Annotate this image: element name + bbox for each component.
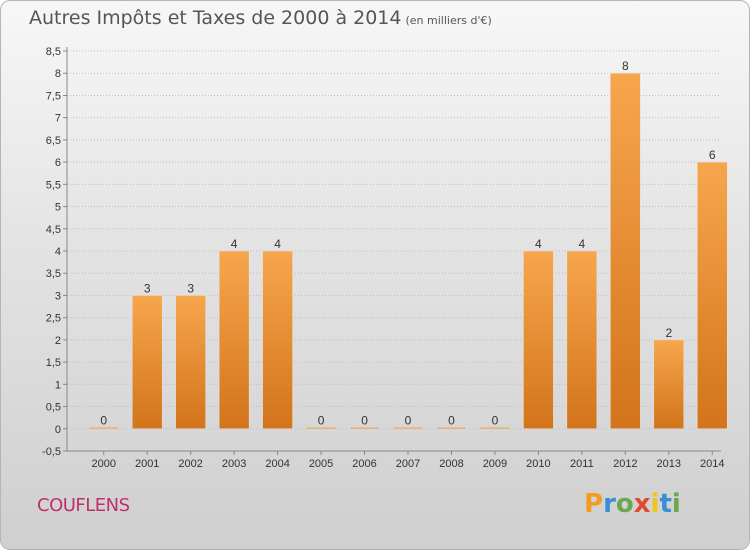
data-label: 4 <box>579 237 586 251</box>
logo-letter: o <box>615 489 634 519</box>
bar <box>305 427 337 430</box>
x-tick-label: 2010 <box>526 458 550 470</box>
x-tick-label: 2006 <box>352 458 376 470</box>
x-tick-label: 2003 <box>222 458 246 470</box>
data-label: 4 <box>274 237 281 251</box>
y-tick-label: 0 <box>55 424 61 436</box>
x-tick-label: 2004 <box>265 458 289 470</box>
title-text: Autres Impôts et Taxes de 2000 à 2014 <box>29 7 402 29</box>
x-tick-label: 2014 <box>700 458 724 470</box>
bar <box>392 427 424 430</box>
x-tick-label: 2002 <box>178 458 202 470</box>
data-label: 8 <box>622 59 629 73</box>
x-tick-label: 2008 <box>439 458 463 470</box>
data-label: 2 <box>665 326 672 340</box>
y-tick-label: 1,5 <box>46 357 61 369</box>
logo-letter: x <box>633 489 651 519</box>
x-tick-label: 2000 <box>91 458 115 470</box>
y-tick-label: 6,5 <box>46 135 61 147</box>
y-tick-label: -0,5 <box>42 446 61 458</box>
x-tick-label: 2007 <box>396 458 420 470</box>
axes: -0,5 0 0,5 1 1,5 2 2,5 3 3,5 4 4,5 5 5,5 6 6,5 7 7,5 8 8,5… <box>42 46 724 470</box>
logo-letter: i <box>650 489 660 519</box>
bar <box>523 250 554 430</box>
x-tick-label: 2011 <box>570 458 594 470</box>
logo-letter: r <box>603 489 616 519</box>
bars <box>88 72 728 430</box>
data-label: 0 <box>318 413 325 427</box>
commune-name: COUFLENS <box>37 495 130 516</box>
bar <box>653 339 685 430</box>
data-label: 4 <box>231 237 238 251</box>
y-tick-label: 3,5 <box>46 268 61 280</box>
y-tick-label: 3 <box>55 290 61 302</box>
data-label: 4 <box>535 237 542 251</box>
y-tick-label: 2,5 <box>46 313 61 325</box>
y-tick-label: 4,5 <box>46 224 61 236</box>
data-label: 0 <box>448 413 455 427</box>
proxiti-logo: Proxiti <box>584 489 681 519</box>
x-tick-label: 2009 <box>483 458 507 470</box>
data-label: 0 <box>492 413 499 427</box>
bar <box>436 427 467 430</box>
x-tick-label: 2001 <box>135 458 159 470</box>
data-label: 3 <box>144 281 151 295</box>
data-labels: 0 3 3 4 4 0 0 0 0 0 4 4 8 2 6 <box>100 59 716 427</box>
bar <box>88 427 119 430</box>
data-label: 3 <box>187 281 194 295</box>
title-unit: (en milliers d'€) <box>405 14 492 27</box>
bar <box>566 250 598 430</box>
bar <box>262 250 293 430</box>
y-tick-label: 7 <box>55 113 61 125</box>
data-label: 0 <box>361 413 368 427</box>
y-tick-label: 0,5 <box>46 402 61 414</box>
bar <box>479 427 511 430</box>
x-tick-label: 2012 <box>613 458 637 470</box>
y-tick-label: 2 <box>55 335 61 347</box>
bar <box>218 250 250 430</box>
bar <box>610 72 641 430</box>
data-label: 0 <box>405 413 412 427</box>
chart-title: Autres Impôts et Taxes de 2000 à 2014 (en… <box>29 7 492 29</box>
bar <box>131 295 163 430</box>
y-tick-label: 7,5 <box>46 90 61 102</box>
logo-letter: P <box>584 489 604 519</box>
y-tick-label: 5 <box>55 202 61 214</box>
x-tick-label: 2005 <box>309 458 333 470</box>
bar <box>697 161 728 430</box>
y-tick-label: 1 <box>55 379 61 391</box>
y-tick-label: 8 <box>55 68 61 80</box>
y-tick-label: 5,5 <box>46 179 61 191</box>
y-tick-label: 8,5 <box>46 46 61 58</box>
x-tick-label: 2013 <box>657 458 681 470</box>
y-tick-label: 4 <box>55 246 61 258</box>
logo-letter: t <box>659 489 672 519</box>
data-label: 6 <box>709 148 716 162</box>
bar <box>349 427 380 430</box>
data-label: 0 <box>100 413 107 427</box>
y-tick-label: 6 <box>55 157 61 169</box>
logo-letter: i <box>671 489 681 519</box>
bar <box>175 295 206 430</box>
